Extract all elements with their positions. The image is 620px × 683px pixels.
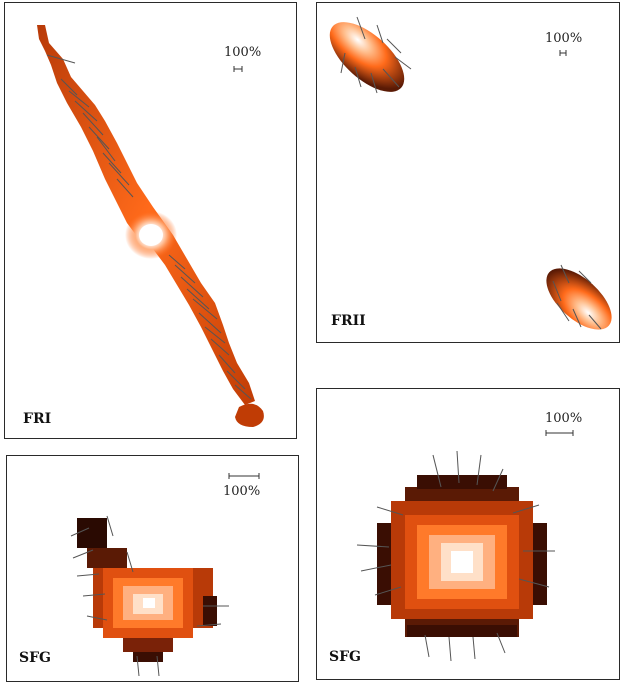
panel-frii: 100% FRII	[316, 2, 620, 343]
fri-label: FRI	[23, 411, 52, 427]
frii-label: FRII	[331, 313, 366, 329]
panel-sfg-small: 100% SFG	[6, 455, 299, 682]
sfg-small-scale-label: 100%	[223, 484, 261, 499]
sfg-large-source-image	[356, 430, 574, 662]
frii-scale-label: 100%	[545, 31, 583, 46]
sfg-large-label: SFG	[329, 649, 362, 665]
sfg-small-label: SFG	[19, 650, 52, 666]
sfg-small-source-image	[70, 473, 260, 677]
panel-fri: 100% FRI	[4, 2, 297, 439]
fri-scale-label: 100%	[224, 45, 262, 60]
fri-source-image	[37, 25, 264, 427]
frii-source-image	[329, 16, 612, 330]
panel-sfg-large: 100% SFG	[316, 388, 620, 680]
sfg-large-scale-label: 100%	[545, 411, 583, 426]
